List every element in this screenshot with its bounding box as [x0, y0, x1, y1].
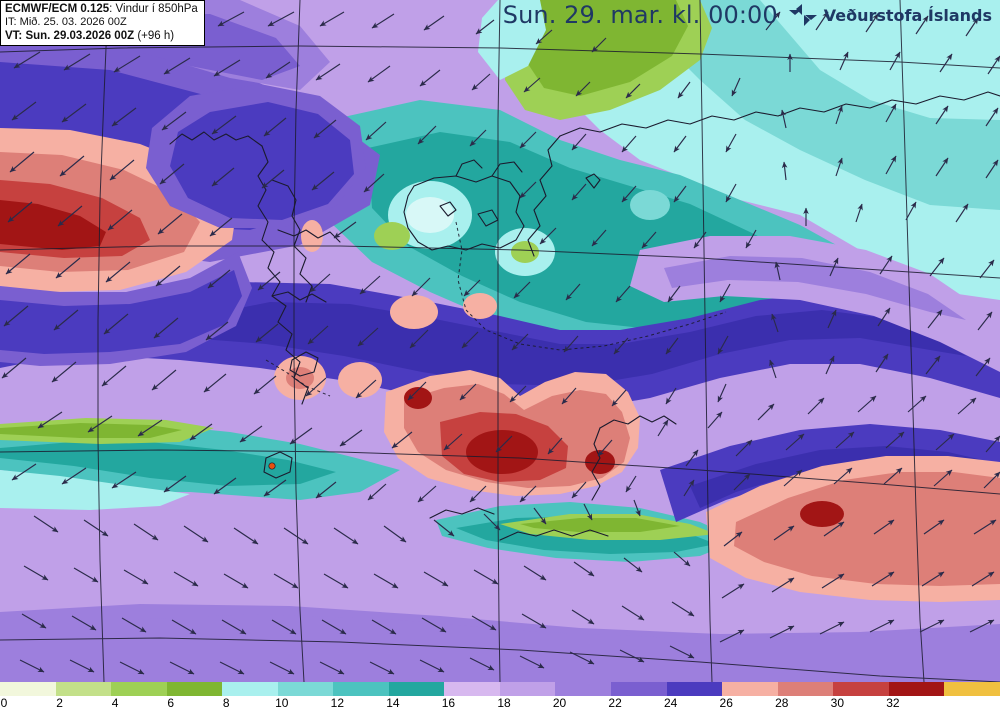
colorbar-swatch [388, 682, 445, 696]
valid-time-line: VT: Sun. 29.03.2026 00Z (+96 h) [5, 29, 198, 43]
colorbar-tick: 14 [386, 696, 400, 710]
model-name: ECMWF/ECM 0.125 [5, 3, 110, 15]
wind-vector-field [1, 11, 1000, 675]
colorbar-swatch [777, 682, 834, 696]
field-name: : Vindur í 850hPa [109, 3, 198, 15]
coastlines [169, 91, 1000, 541]
colorbar-tick: 28 [775, 696, 789, 710]
colorbar-tick: 12 [330, 696, 345, 710]
colorbar-tick: 26 [719, 696, 733, 710]
model-field-line: ECMWF/ECM 0.125: Vindur í 850hPa [5, 2, 198, 16]
colorbar-swatch [166, 682, 223, 696]
forecast-map[interactable]: ECMWF/ECM 0.125: Vindur í 850hPa IT: Mið… [0, 0, 1000, 682]
colorbar-tick: 30 [830, 696, 845, 710]
lead-time-text: (+96 h) [134, 30, 175, 43]
colorbar-tick: 6 [167, 696, 174, 710]
forecast-valid-datetime: Sun. 29. mar. kl. 00:00 [502, 1, 778, 29]
colorbar-swatch [499, 682, 556, 696]
colorbar-tick: 10 [275, 696, 289, 710]
colorbar-swatch [944, 682, 1000, 696]
colorbar-tick: 24 [663, 696, 678, 710]
map-title-bar: Sun. 29. mar. kl. 00:00 Veðurstofa Íslan… [503, 1, 992, 29]
dashed-boundaries [265, 221, 727, 397]
colorbar-legend: 0 2 4 6 8 10 12 14 16 18 20 22 24 26 28 30 32 [0, 682, 1000, 710]
colorbar-swatch [111, 682, 167, 696]
colorbar-swatch [555, 682, 612, 696]
pinwheel-logo-icon [788, 4, 817, 26]
colorbar-tick: 32 [886, 696, 900, 710]
colorbar-tick: 20 [552, 696, 567, 710]
colorbar-tick-labels: 0 2 4 6 8 10 12 14 16 18 20 22 24 26 28 30 32 [0, 696, 1000, 710]
init-time-line: IT: Mið. 25. 03. 2026 00Z [5, 16, 127, 29]
model-info-box: ECMWF/ECM 0.125: Vindur í 850hPa IT: Mið… [0, 0, 205, 47]
colorbar-tick: 22 [608, 696, 622, 710]
colorbar-swatch [833, 682, 889, 696]
colorbar-swatches[interactable] [0, 682, 1000, 696]
colorbar-tick: 2 [56, 696, 63, 710]
colorbar-swatch [222, 682, 278, 696]
colorbar-swatch [333, 682, 389, 696]
colorbar-tick: 16 [441, 696, 456, 710]
organization-name: Veðurstofa Íslands [823, 5, 992, 25]
valid-time-text: VT: Sun. 29.03.2026 00Z [5, 30, 135, 43]
colorbar-tick: 18 [497, 696, 511, 710]
colorbar-swatch [888, 682, 945, 696]
city-marker [268, 462, 276, 470]
colorbar-tick: 8 [222, 696, 230, 710]
colorbar-tick: 4 [111, 696, 119, 710]
colorbar-swatch [277, 682, 334, 696]
colorbar-swatch [611, 682, 667, 696]
colorbar-swatch [722, 682, 778, 696]
colorbar-swatch [0, 682, 56, 696]
colorbar-swatch [666, 682, 723, 696]
graticule [0, 0, 1000, 682]
colorbar-swatch [444, 682, 500, 696]
colorbar-swatch [55, 682, 112, 696]
colorbar-tick: 0 [0, 696, 8, 710]
map-canvas [0, 0, 1000, 682]
organization-logo[interactable]: Veðurstofa Íslands [788, 3, 992, 27]
